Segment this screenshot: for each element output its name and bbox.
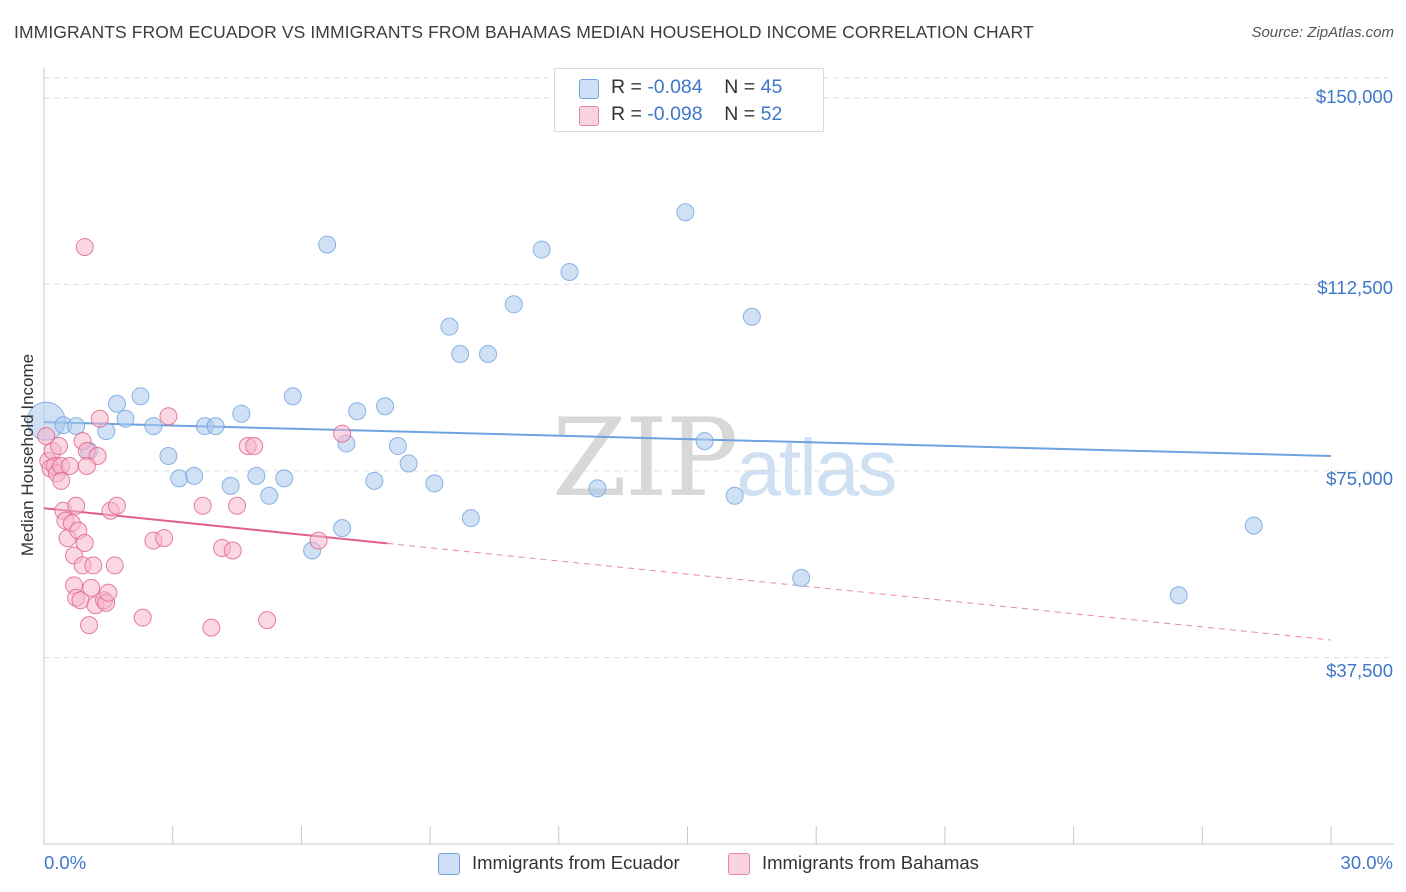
data-points [26,203,1263,637]
legend-n-value: 52 [760,103,783,125]
point-bahamas [90,409,109,428]
point-bahamas [84,556,103,575]
grid-lines [44,77,1394,658]
point-ecuador [333,519,352,538]
point-ecuador [742,307,761,326]
point-ecuador [260,486,279,505]
legend-n-label: N = [724,76,761,98]
point-ecuador [206,417,225,436]
point-bahamas [228,496,247,515]
bottom-legend-swatch-bahamas [728,853,750,875]
legend-r-value: -0.084 [647,76,703,98]
point-ecuador [588,479,607,498]
point-ecuador [461,509,480,528]
point-bahamas [223,541,242,560]
legend-r-label: R = [611,76,648,98]
point-bahamas [99,583,118,602]
point-ecuador [116,409,135,428]
y-tick-label: $150,000 [1315,86,1393,107]
y-tick-label: $75,000 [1326,468,1393,489]
point-ecuador [107,394,126,413]
trend-line-bahamas [43,507,388,545]
point-bahamas [107,496,126,515]
point-ecuador [388,437,407,456]
point-ecuador [170,469,189,488]
chart-title: IMMIGRANTS FROM ECUADOR VS IMMIGRANTS FR… [14,22,1034,42]
y-axis-label: Median Household Income [18,353,37,557]
point-ecuador [185,466,204,485]
point-ecuador [725,486,744,505]
point-bahamas [37,427,56,446]
point-ecuador [695,432,714,451]
point-ecuador [1169,586,1188,605]
legend-r-value: -0.098 [647,103,703,125]
point-bahamas [67,496,86,515]
bottom-legend-swatch-ecuador [438,853,460,875]
point-ecuador [247,466,266,485]
point-bahamas [245,437,264,456]
point-bahamas [75,238,94,257]
point-bahamas [75,534,94,553]
point-ecuador [159,447,178,465]
x-tick-label-right: 30.0% [1340,852,1393,873]
point-bahamas [258,611,277,630]
legend-swatch-bahamas [579,106,599,126]
point-bahamas [60,456,79,475]
point-ecuador [425,474,444,493]
point-ecuador [275,469,294,488]
legend-r-label: R = [611,103,648,125]
point-bahamas [202,618,221,637]
point-ecuador [348,402,367,421]
point-ecuador [67,417,86,436]
point-ecuador [365,471,384,490]
trend-line-ecuador [43,421,1332,457]
point-ecuador [479,345,498,364]
point-ecuador [792,568,811,587]
bottom-legend-label-bahamas: Immigrants from Bahamas [762,852,979,873]
point-bahamas [77,456,96,475]
point-bahamas [82,578,101,597]
correlation-legend: R = -0.084 N = 45 R = -0.098 N = 52 [554,68,824,132]
point-ecuador [376,397,395,416]
legend-swatch-ecuador [579,79,599,99]
point-ecuador [451,345,470,364]
axes [43,68,1394,845]
point-bahamas [193,496,212,515]
point-ecuador [676,203,695,222]
point-ecuador [232,404,251,423]
point-ecuador [144,417,163,436]
point-ecuador [440,317,459,336]
point-ecuador [1244,516,1263,535]
source-label: Source: ZipAtlas.com [1251,24,1394,41]
point-ecuador [532,240,551,259]
point-ecuador [318,235,337,254]
legend-n-label: N = [724,103,761,125]
x-tick-label-left: 0.0% [44,852,87,873]
bottom-legend-label-ecuador: Immigrants from Ecuador [472,852,680,873]
point-bahamas [133,608,152,627]
point-bahamas [105,556,124,575]
point-bahamas [309,531,328,550]
point-bahamas [80,616,99,635]
point-bahamas [333,424,352,443]
y-tick-label: $112,500 [1317,277,1393,298]
trend-line-bahamas-dashed [387,542,1332,641]
trend-lines [43,421,1332,641]
point-bahamas [52,471,71,490]
y-tick-label: $37,500 [1326,660,1393,681]
legend-n-value: 45 [760,76,783,98]
point-ecuador [504,295,523,314]
point-bahamas [50,437,69,456]
point-bahamas [155,529,174,548]
point-ecuador [399,454,418,473]
point-bahamas [159,407,178,426]
point-ecuador [221,476,240,495]
point-ecuador [283,387,302,406]
point-ecuador [131,387,150,406]
point-ecuador [560,262,579,281]
